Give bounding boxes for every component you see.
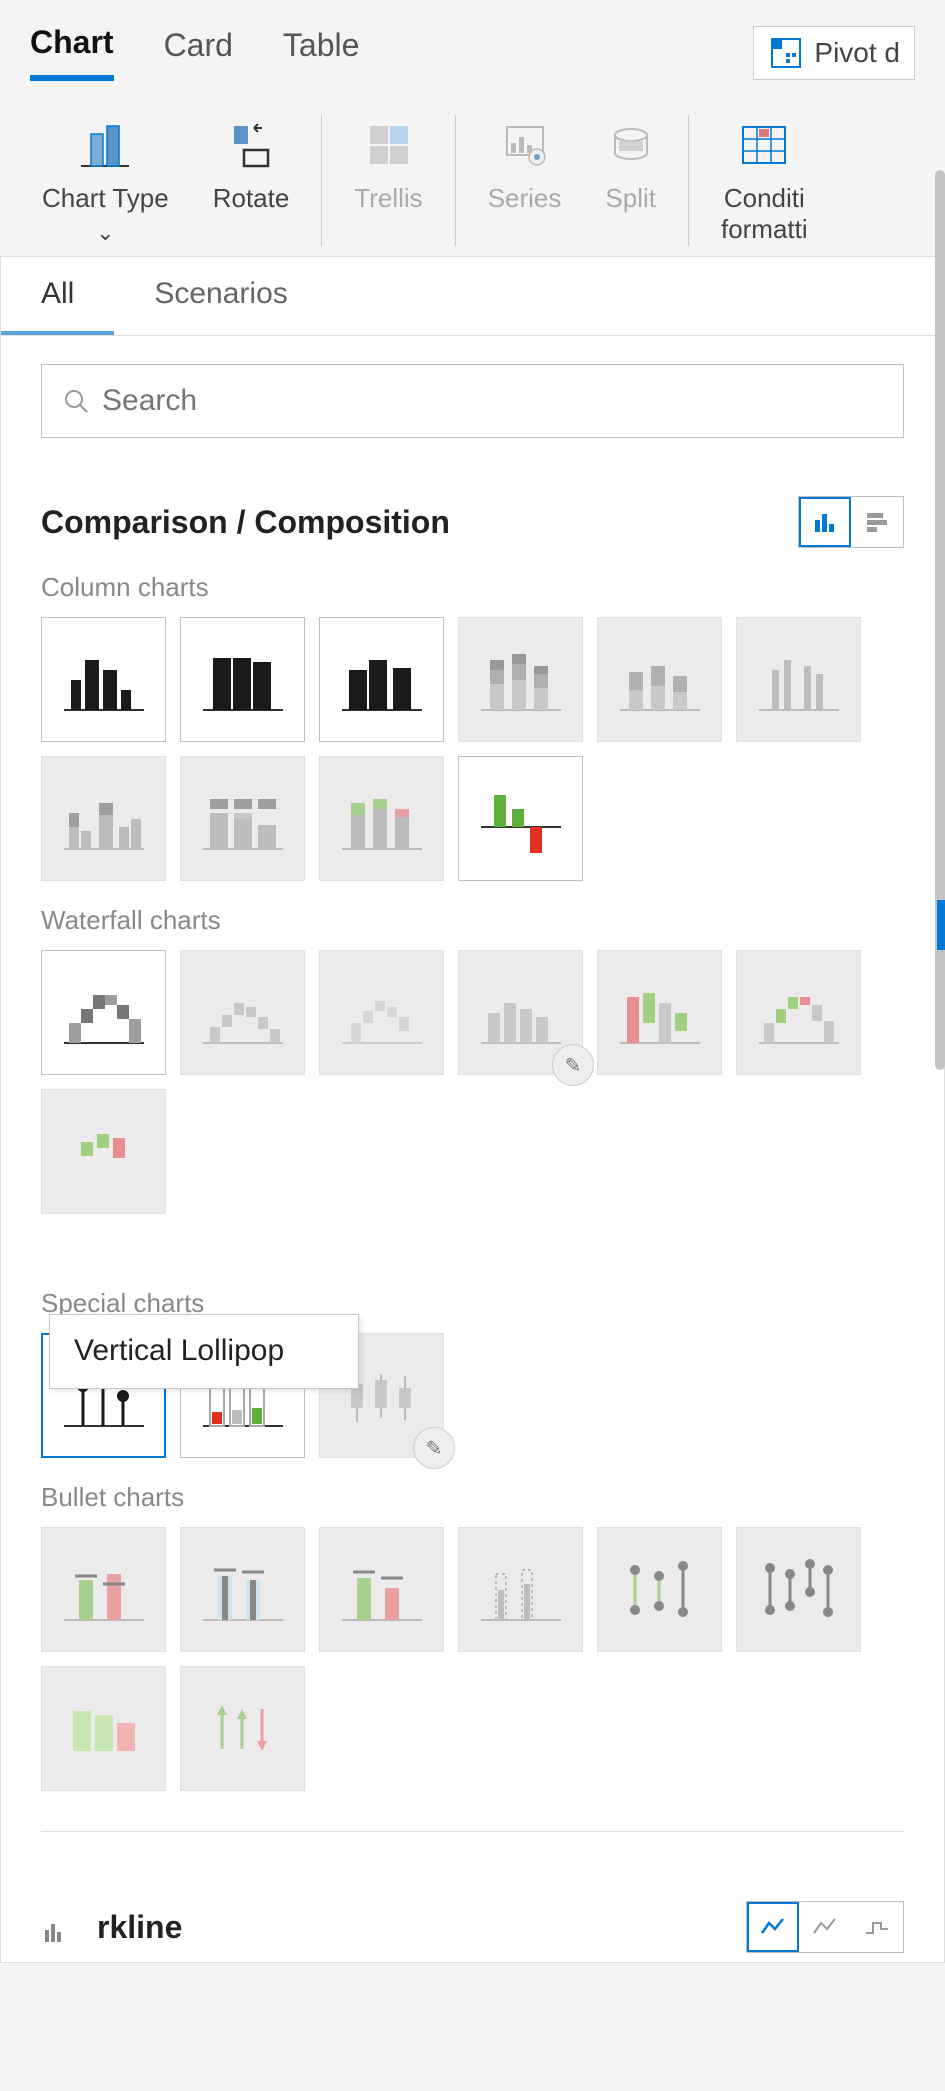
secondary-tabs: All Scenarios	[1, 257, 944, 336]
tab-scenarios[interactable]: Scenarios	[114, 257, 327, 335]
column-charts-label: Column charts	[41, 572, 904, 603]
top-tabs: Chart Card Table Pivot d	[0, 0, 945, 95]
conditional-label: Conditiformatti	[721, 183, 808, 245]
chart-thumb-grouped[interactable]	[319, 617, 444, 742]
chart-picker-panel: All Scenarios Comparison / Composition	[0, 257, 945, 1963]
column-charts-row1	[41, 617, 904, 742]
chart-thumb-updown[interactable]	[458, 756, 583, 881]
ribbon: Chart Type ⌄ Rotate Trellis	[0, 95, 945, 257]
rotate-icon	[226, 120, 276, 170]
trellis-label: Trellis	[354, 183, 422, 214]
chart-thumb-bullet4[interactable]	[458, 1527, 583, 1652]
chart-type-label: Chart Type	[42, 183, 169, 214]
edit-badge-icon: ✎	[552, 1044, 594, 1086]
chart-thumb-waterfall-small[interactable]	[41, 1089, 166, 1214]
step-chart-icon	[863, 1913, 891, 1941]
sparkline-type-toggle	[746, 1901, 904, 1953]
tab-table[interactable]: Table	[283, 27, 360, 78]
chart-type-icon	[77, 120, 133, 170]
sparkline-area-button[interactable]	[799, 1902, 851, 1952]
chart-thumb-waterfall1[interactable]	[41, 950, 166, 1075]
pivot-icon	[768, 35, 804, 71]
orientation-toggle	[798, 496, 904, 548]
bottom-section-header: rkline	[1, 1892, 944, 1962]
pivot-label: Pivot d	[814, 37, 900, 69]
chart-thumb-arrows[interactable]	[180, 1666, 305, 1791]
chart-thumb-waterfall2[interactable]	[180, 950, 305, 1075]
chart-thumb-waterfall3[interactable]	[319, 950, 444, 1075]
split-button: Split	[583, 115, 678, 246]
sparkline-line-button[interactable]	[747, 1902, 799, 1952]
chart-thumb-bullet-wide[interactable]	[41, 1666, 166, 1791]
tooltip: Vertical Lollipop	[49, 1314, 359, 1389]
line-chart-icon	[759, 1913, 787, 1941]
bullet-charts-label: Bullet charts	[41, 1482, 904, 1513]
search-container	[1, 336, 944, 466]
scrollbar-accent	[937, 900, 945, 950]
conditional-formatting-icon	[739, 123, 789, 167]
vertical-orientation-button[interactable]	[799, 497, 851, 547]
horizontal-bars-icon	[863, 508, 891, 536]
column-charts-row2	[41, 756, 904, 881]
tab-all[interactable]: All	[1, 257, 114, 335]
chart-type-button[interactable]: Chart Type ⌄	[20, 115, 191, 246]
chart-thumb-dumbbell1[interactable]	[597, 1527, 722, 1652]
series-button: Series	[466, 115, 584, 246]
chart-thumb-thin[interactable]	[736, 617, 861, 742]
chart-thumb-stacked1[interactable]	[458, 617, 583, 742]
section-title: Comparison / Composition	[41, 504, 450, 541]
waterfall-charts-label: Waterfall charts	[41, 905, 904, 936]
chart-thumb-stacked2[interactable]	[597, 617, 722, 742]
ribbon-separator	[321, 115, 322, 246]
chart-thumb-waterfall-color2[interactable]	[736, 950, 861, 1075]
sparkline-title: rkline	[97, 1909, 182, 1946]
tab-chart[interactable]: Chart	[30, 24, 114, 81]
series-label: Series	[488, 183, 562, 214]
pivot-button[interactable]: Pivot d	[753, 26, 915, 80]
search-input[interactable]	[102, 384, 883, 418]
waterfall-row2	[41, 1089, 904, 1214]
series-icon	[503, 123, 547, 167]
edit-badge-icon: ✎	[413, 1427, 455, 1469]
search-box[interactable]	[41, 364, 904, 438]
chevron-down-icon: ⌄	[96, 220, 114, 246]
rotate-button[interactable]: Rotate	[191, 115, 312, 246]
vertical-bars-icon	[811, 508, 839, 536]
ribbon-separator	[455, 115, 456, 246]
bullet-row1	[41, 1527, 904, 1652]
chart-thumb-stacked-groups1[interactable]	[41, 756, 166, 881]
chart-gallery: Comparison / Composition	[1, 466, 944, 1892]
chart-thumb-clustered[interactable]	[41, 617, 166, 742]
chart-thumb-dumbbell2[interactable]	[736, 1527, 861, 1652]
horizontal-orientation-button[interactable]	[851, 497, 903, 547]
sparkline-section-icon	[41, 1916, 77, 1946]
chart-thumb-bullet1[interactable]	[41, 1527, 166, 1652]
trellis-button: Trellis	[332, 115, 444, 246]
tooltip-text: Vertical Lollipop	[74, 1334, 284, 1367]
chart-thumb-waterfall-color1[interactable]	[597, 950, 722, 1075]
bullet-row2	[41, 1666, 904, 1791]
chart-thumb-bullet2[interactable]	[180, 1527, 305, 1652]
chart-thumb-waterfall4[interactable]: ✎	[458, 950, 583, 1075]
waterfall-row1: ✎	[41, 950, 904, 1075]
split-icon	[609, 123, 653, 167]
chart-thumb-bullet3[interactable]	[319, 1527, 444, 1652]
sparkline-step-button[interactable]	[851, 1902, 903, 1952]
tab-card[interactable]: Card	[164, 27, 233, 78]
split-label: Split	[605, 183, 656, 214]
search-icon	[62, 387, 90, 415]
rotate-label: Rotate	[213, 183, 290, 214]
chart-thumb-solid-block[interactable]	[180, 617, 305, 742]
section-divider	[41, 1831, 904, 1832]
chart-thumb-bars-markers[interactable]	[319, 756, 444, 881]
conditional-formatting-button[interactable]: Conditiformatti	[699, 115, 830, 246]
chart-thumb-stacked-groups2[interactable]	[180, 756, 305, 881]
ribbon-separator	[688, 115, 689, 246]
trellis-icon	[364, 120, 414, 170]
area-chart-icon	[811, 1913, 839, 1941]
